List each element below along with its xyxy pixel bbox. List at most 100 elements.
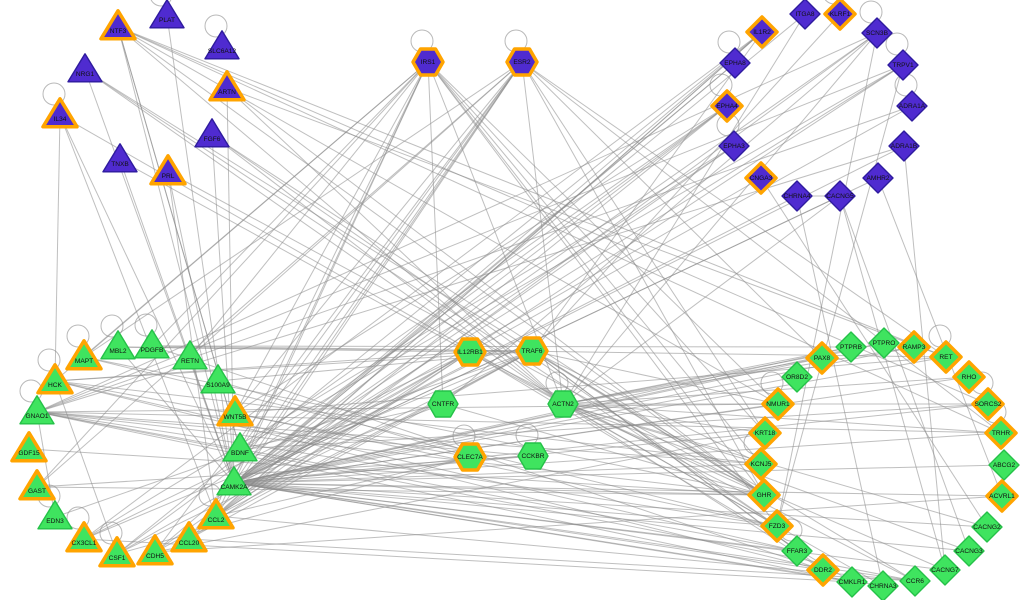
edge-klrf1-traf6[interactable]	[531, 13, 841, 352]
node-krt18[interactable]	[748, 416, 782, 450]
node-plat[interactable]	[149, 0, 185, 29]
node-cntfr[interactable]	[427, 390, 459, 418]
node-cx3cl1[interactable]	[65, 521, 103, 553]
node-camk2a[interactable]	[216, 466, 252, 496]
edge-esr2-pax8[interactable]	[521, 61, 823, 359]
edge-irs1-wnt5b[interactable]	[234, 61, 429, 414]
edge-csf1-hck[interactable]	[54, 380, 118, 555]
edge-epha4-wnt5b[interactable]	[234, 105, 728, 414]
node-adra1b[interactable]	[888, 130, 920, 162]
self-loop-mapt[interactable]	[66, 324, 90, 348]
edge-irs1-fzd3[interactable]	[427, 61, 778, 527]
node-ntf3[interactable]	[99, 9, 137, 41]
node-s100a9[interactable]	[200, 364, 236, 394]
self-loop-epha8[interactable]	[717, 30, 741, 54]
edge-pdgfb-ptprb[interactable]	[151, 345, 852, 348]
node-gast[interactable]	[18, 469, 56, 501]
node-trhr[interactable]	[984, 416, 1018, 450]
node-scn3b[interactable]	[861, 17, 893, 49]
node-ptprb[interactable]	[835, 331, 867, 363]
edge-gnao1-ghr[interactable]	[36, 411, 765, 496]
edge-cacng5-cacng7[interactable]	[839, 195, 946, 571]
edge-scn3b-actn2[interactable]	[562, 32, 878, 405]
edge-cntfr-bdnf[interactable]	[239, 403, 444, 450]
node-cacng2[interactable]	[971, 511, 1003, 543]
edge-esr2-ret[interactable]	[521, 61, 947, 358]
edge-adra1b-cacng7[interactable]	[903, 145, 946, 571]
edge-irs1-hck[interactable]	[54, 61, 429, 382]
node-cnga3[interactable]	[744, 161, 778, 195]
edge-il1r2-traf6[interactable]	[531, 31, 763, 352]
edge-irs1-cntfr[interactable]	[427, 61, 444, 405]
edge-ntf3-trhr[interactable]	[117, 26, 1002, 434]
edge-bdnf-sorcs2[interactable]	[239, 403, 989, 450]
edge-cx3cl1-cmklr1[interactable]	[83, 538, 853, 583]
edge-pdgfb-ddr2[interactable]	[151, 345, 824, 571]
edge-retn-camk2a[interactable]	[189, 356, 235, 484]
node-clec7a[interactable]	[453, 442, 487, 472]
edge-il12rb1-csf1[interactable]	[116, 351, 471, 555]
edge-esr2-ccl2[interactable]	[215, 61, 523, 517]
node-cckbr[interactable]	[517, 442, 549, 470]
node-irs1[interactable]	[411, 47, 445, 77]
edge-cacng5-cacng3[interactable]	[839, 195, 970, 552]
node-mbl2[interactable]	[100, 330, 136, 360]
edge-traf6-hck[interactable]	[54, 350, 533, 382]
edge-traf6-ccr6[interactable]	[531, 350, 916, 582]
edge-camk2a-rho[interactable]	[233, 376, 970, 484]
edge-trpv1-ccl2[interactable]	[215, 64, 904, 517]
edge-epha4-camk2a[interactable]	[233, 105, 728, 484]
node-amhr2[interactable]	[862, 162, 894, 194]
edge-cntfr-ghr[interactable]	[442, 403, 765, 496]
edge-traf6-csf1[interactable]	[116, 350, 533, 555]
node-il1r2[interactable]	[745, 15, 779, 49]
edge-camk2a-ret[interactable]	[233, 356, 947, 484]
node-gnao1[interactable]	[19, 395, 55, 425]
edge-artn-ret[interactable]	[226, 87, 947, 358]
node-nmur1[interactable]	[761, 387, 795, 421]
node-epha8[interactable]	[719, 47, 751, 79]
node-actn2[interactable]	[547, 390, 579, 418]
edge-actn2-krt18[interactable]	[562, 403, 766, 434]
self-loop-scn3b[interactable]	[859, 0, 883, 24]
node-prl[interactable]	[149, 154, 187, 186]
edge-gast-ghr[interactable]	[36, 486, 765, 496]
edge-ntf3-ret[interactable]	[117, 26, 947, 358]
self-loop-hck[interactable]	[37, 348, 61, 372]
edge-amhr2-acvrl1[interactable]	[877, 177, 1003, 497]
node-edn3[interactable]	[37, 500, 73, 530]
edge-camk2a-pax8[interactable]	[233, 357, 823, 484]
self-loop-slc6a12[interactable]	[204, 14, 228, 38]
edge-trpv1-fzd3[interactable]	[776, 64, 904, 527]
node-fgf6[interactable]	[194, 118, 230, 148]
self-loop-plat[interactable]	[150, 0, 172, 7]
edge-irs1-bdnf[interactable]	[239, 61, 429, 450]
node-esr2[interactable]	[505, 47, 539, 77]
node-acvrl1[interactable]	[985, 479, 1019, 513]
edge-gnao1-fzd3[interactable]	[36, 411, 778, 527]
node-epha4[interactable]	[710, 89, 744, 123]
node-pax8[interactable]	[805, 341, 839, 375]
edge-esr2-gast[interactable]	[36, 61, 523, 488]
node-wnt5b[interactable]	[216, 395, 254, 427]
edge-cnga3-camk2a[interactable]	[233, 177, 762, 484]
edge-actn2-trhr[interactable]	[562, 403, 1002, 434]
edge-gnao1-trhr[interactable]	[36, 411, 1002, 434]
node-slc6a12[interactable]	[204, 30, 240, 60]
edge-il34-ccl2[interactable]	[59, 114, 217, 517]
edge-cdh5-acvrl1[interactable]	[154, 495, 1003, 553]
edge-esr2-trhr[interactable]	[521, 61, 1002, 434]
edge-irs1-ccl2[interactable]	[215, 61, 429, 517]
edge-gdf15-ghr[interactable]	[28, 448, 765, 496]
edge-actn2-cacng3[interactable]	[562, 403, 970, 552]
edge-scn3b-camk2a[interactable]	[233, 32, 878, 484]
edge-cacng5-actn2[interactable]	[562, 195, 841, 405]
node-epha3[interactable]	[718, 130, 750, 162]
node-pdgfb[interactable]	[134, 329, 170, 359]
edge-fgf6-fzd3[interactable]	[211, 134, 778, 527]
node-sorcs2[interactable]	[971, 387, 1005, 421]
node-ccr6[interactable]	[899, 565, 931, 597]
edge-il34-hck[interactable]	[54, 114, 61, 382]
edge-esr2-camk2a[interactable]	[233, 61, 523, 484]
